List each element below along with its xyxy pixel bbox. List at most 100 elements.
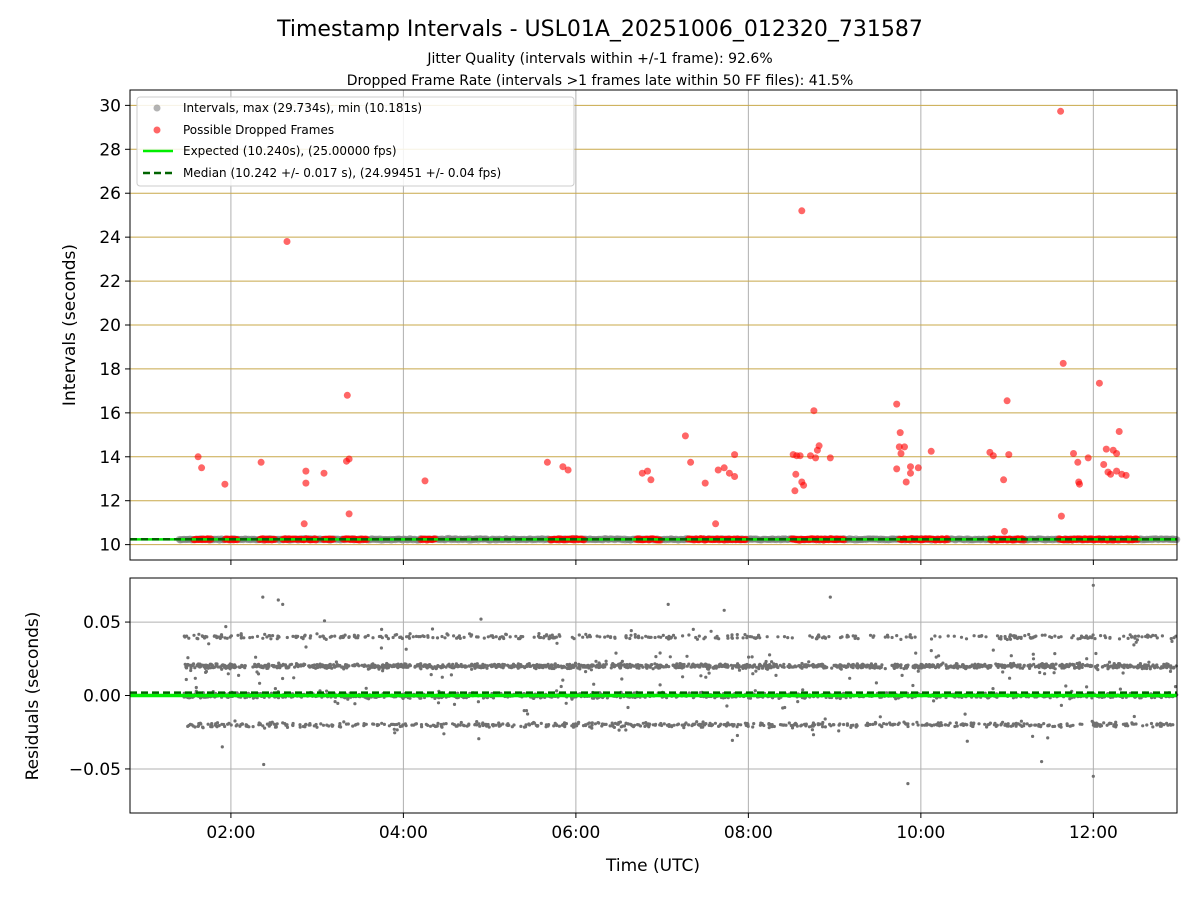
- residual-point: [725, 665, 729, 669]
- residual-point: [285, 723, 289, 727]
- residual-point: [923, 723, 927, 727]
- dropped-frame-point: [421, 477, 429, 485]
- residual-point: [1065, 723, 1069, 728]
- residual-point: [751, 725, 755, 729]
- residual-point: [691, 627, 695, 632]
- residual-point: [786, 636, 790, 640]
- residual-point: [1159, 666, 1163, 670]
- residual-point: [651, 667, 655, 671]
- residual-point: [371, 636, 375, 640]
- residual-point: [544, 634, 548, 638]
- residual-point: [908, 633, 912, 637]
- residual-point: [620, 659, 625, 664]
- residual-point: [219, 633, 224, 637]
- residual-point: [755, 636, 759, 640]
- residual-point: [211, 666, 215, 670]
- residual-point: [430, 665, 434, 669]
- residual-point: [699, 725, 703, 729]
- dropped-frame-point: [1057, 107, 1065, 115]
- residual-point: [845, 633, 849, 637]
- residual-point: [501, 635, 505, 639]
- residual-point: [969, 721, 973, 725]
- dropped-frame-point: [1095, 379, 1103, 387]
- legend-median-label: Median (10.242 +/- 0.017 s), (24.99451 +…: [183, 166, 501, 180]
- residual-point: [1104, 636, 1108, 640]
- residual-point: [385, 664, 390, 668]
- residual-point: [1088, 664, 1092, 669]
- residual-point: [658, 651, 662, 655]
- residual-point: [734, 665, 738, 669]
- residual-point: [1037, 663, 1041, 667]
- residual-point: [685, 654, 689, 658]
- residual-point: [842, 722, 846, 727]
- dropped-frame-point: [712, 520, 720, 528]
- dropped-frame-point: [914, 464, 922, 472]
- dropped-frame-point: [901, 443, 908, 451]
- residual-point: [810, 728, 815, 732]
- residual-point: [377, 723, 381, 727]
- residual-point: [790, 665, 794, 669]
- residual-point: [433, 724, 437, 729]
- residual-point: [920, 723, 924, 727]
- residual-point: [1166, 662, 1170, 666]
- dropped-frame-point: [791, 487, 799, 495]
- residual-point: [294, 664, 298, 668]
- dropped-frame-point: [1122, 471, 1130, 479]
- dropped-frame-point: [644, 467, 651, 475]
- residual-point: [1059, 722, 1063, 727]
- residual-point: [1098, 723, 1103, 727]
- residual-point: [957, 664, 961, 668]
- residual-point: [838, 722, 842, 726]
- residual-point: [1169, 666, 1173, 670]
- residual-point: [973, 662, 977, 666]
- residual-point: [935, 664, 939, 668]
- residual-point: [1030, 636, 1035, 640]
- residual-point: [486, 664, 490, 668]
- residual-point: [1037, 724, 1041, 728]
- residual-point: [704, 722, 708, 726]
- residual-point: [1003, 722, 1008, 726]
- residual-point: [371, 722, 375, 726]
- dropped-frame-point: [701, 479, 709, 487]
- residual-point: [818, 722, 822, 726]
- residual-point: [1031, 657, 1036, 661]
- residual-point: [285, 635, 289, 640]
- residual-point: [687, 633, 691, 637]
- dropped-frame-point: [1005, 451, 1013, 459]
- residual-point: [233, 719, 237, 723]
- residual-point: [730, 633, 734, 637]
- residual-point: [697, 634, 701, 638]
- residual-point: [782, 635, 787, 639]
- residual-point: [899, 637, 903, 642]
- residual-point: [1016, 722, 1021, 726]
- residual-point: [225, 636, 229, 640]
- residual-point: [768, 653, 772, 657]
- residual-point: [882, 722, 886, 726]
- residual-point: [384, 634, 388, 638]
- residual-point: [1105, 723, 1109, 727]
- residual-point: [796, 700, 800, 704]
- residual-point: [542, 636, 546, 640]
- residual-point: [1052, 671, 1056, 675]
- residual-point: [304, 722, 308, 727]
- residual-point: [911, 722, 915, 726]
- residual-point: [659, 721, 663, 726]
- residual-point: [695, 637, 700, 641]
- dropped-frame-point: [893, 465, 901, 473]
- residual-point: [808, 634, 812, 638]
- dropped-frame-point: [1070, 450, 1077, 457]
- dropped-frame-point: [1115, 428, 1123, 435]
- residual-point: [475, 720, 479, 724]
- residual-point: [1122, 634, 1126, 638]
- residual-point: [1040, 633, 1044, 637]
- residual-point: [603, 635, 607, 639]
- residual-point: [364, 686, 368, 690]
- y-tick-label: 26: [99, 184, 121, 204]
- residual-point: [706, 667, 711, 671]
- residual-point: [475, 662, 479, 666]
- residual-point: [695, 720, 699, 724]
- residual-point: [462, 635, 466, 640]
- residual-point: [494, 665, 498, 670]
- residual-point: [342, 720, 346, 724]
- residual-point: [1059, 635, 1063, 639]
